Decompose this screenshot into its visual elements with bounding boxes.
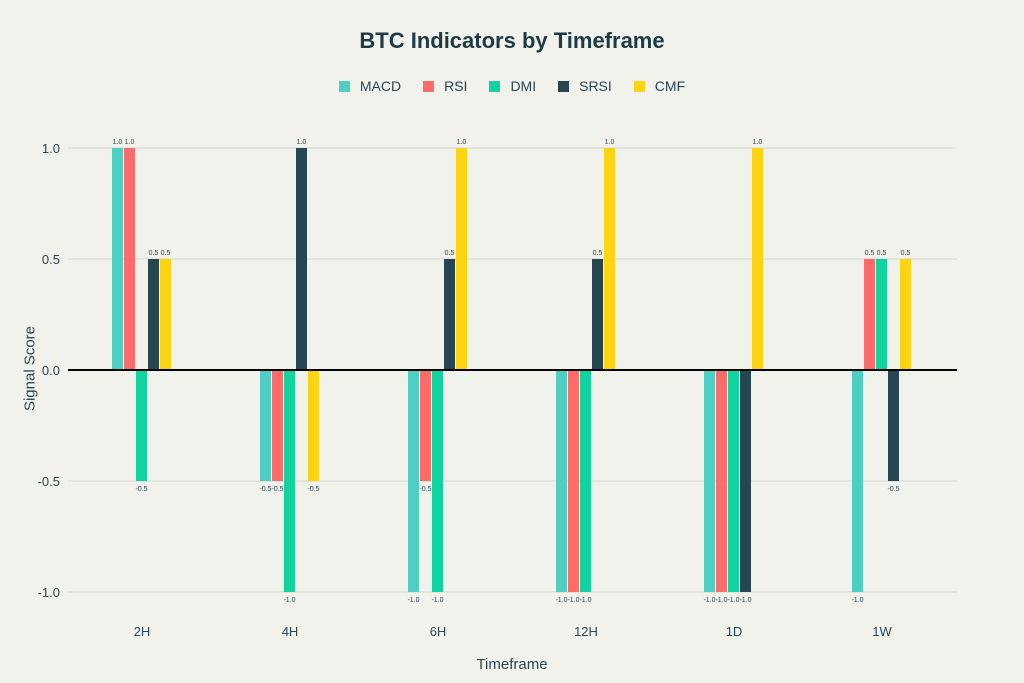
bar-srsi-2h[interactable] <box>148 259 159 370</box>
legend-label: CMF <box>654 78 686 94</box>
data-label: 1.0 <box>753 139 763 146</box>
data-label: -1.0 <box>283 597 295 604</box>
bar-srsi-1d[interactable] <box>740 370 751 592</box>
chart-title: BTC Indicators by Timeframe <box>359 28 665 53</box>
data-label: 0.5 <box>149 250 159 257</box>
data-label: -1.0 <box>703 597 715 604</box>
bar-macd-4h[interactable] <box>260 370 271 481</box>
bar-srsi-4h[interactable] <box>296 148 307 370</box>
bar-dmi-1d[interactable] <box>728 370 739 592</box>
y-tick-label: 1.0 <box>42 141 60 156</box>
x-tick-label: 4H <box>282 624 299 639</box>
bar-macd-1d[interactable] <box>704 370 715 592</box>
x-tick-label: 6H <box>430 624 447 639</box>
legend-swatch-srsi <box>558 80 570 92</box>
legend-swatch-cmf <box>633 80 645 92</box>
data-label: -1.0 <box>407 597 419 604</box>
bar-srsi-1w[interactable] <box>888 370 899 481</box>
data-label: -0.5 <box>259 486 271 493</box>
bar-cmf-12h[interactable] <box>604 148 615 370</box>
legend-swatch-dmi <box>489 80 501 92</box>
x-tick-label: 1D <box>726 624 743 639</box>
bar-cmf-1w[interactable] <box>900 259 911 370</box>
bar-dmi-6h[interactable] <box>432 370 443 592</box>
bar-srsi-12h[interactable] <box>592 259 603 370</box>
bar-rsi-1d[interactable] <box>716 370 727 592</box>
legend-item-rsi[interactable]: RSI <box>423 78 467 94</box>
bar-cmf-6h[interactable] <box>456 148 467 370</box>
bar-macd-6h[interactable] <box>408 370 419 592</box>
legend-label: RSI <box>444 78 468 94</box>
y-tick-label: 0.5 <box>42 252 60 267</box>
data-label: -1.0 <box>567 597 579 604</box>
data-label: 0.5 <box>445 250 455 257</box>
bar-dmi-4h[interactable] <box>284 370 295 592</box>
data-label: 0.5 <box>877 250 887 257</box>
bar-macd-12h[interactable] <box>556 370 567 592</box>
legend-item-srsi[interactable]: SRSI <box>558 78 612 94</box>
bar-cmf-4h[interactable] <box>308 370 319 481</box>
legend-item-cmf[interactable]: CMF <box>633 78 686 94</box>
bar-macd-1w[interactable] <box>852 370 863 592</box>
legend-label: DMI <box>510 78 537 94</box>
bar-dmi-12h[interactable] <box>580 370 591 592</box>
legend-label: SRSI <box>579 78 612 94</box>
y-axis-label: Signal Score <box>21 325 39 412</box>
y-tick-label: -1.0 <box>38 585 60 600</box>
data-label: -1.0 <box>431 597 443 604</box>
x-tick-label: 1W <box>872 624 892 639</box>
legend-swatch-rsi <box>423 80 435 92</box>
data-label: 1.0 <box>125 139 135 146</box>
y-tick-label: -0.5 <box>38 474 60 489</box>
data-label: 0.5 <box>901 250 911 257</box>
x-tick-label: 12H <box>574 624 598 639</box>
data-label: 1.0 <box>605 139 615 146</box>
x-axis-label: Timeframe <box>476 656 548 673</box>
legend: MACD RSI DMI SRSI CMF <box>0 78 1024 94</box>
data-label: -1.0 <box>727 597 739 604</box>
data-label: 0.5 <box>593 250 603 257</box>
data-label: -0.5 <box>271 486 283 493</box>
data-label: -1.0 <box>715 597 727 604</box>
bar-dmi-1w[interactable] <box>876 259 887 370</box>
legend-label: MACD <box>359 78 402 94</box>
data-label: 0.5 <box>865 250 875 257</box>
data-label: -1.0 <box>739 597 751 604</box>
data-label: 1.0 <box>113 139 123 146</box>
bar-rsi-12h[interactable] <box>568 370 579 592</box>
bar-macd-2h[interactable] <box>112 148 123 370</box>
legend-item-dmi[interactable]: DMI <box>489 78 536 94</box>
data-label: -0.5 <box>135 486 147 493</box>
data-label: -1.0 <box>555 597 567 604</box>
data-label: -1.0 <box>851 597 863 604</box>
data-label: 1.0 <box>297 139 307 146</box>
bar-rsi-6h[interactable] <box>420 370 431 481</box>
bar-rsi-2h[interactable] <box>124 148 135 370</box>
bar-cmf-2h[interactable] <box>160 259 171 370</box>
data-label: -0.5 <box>419 486 431 493</box>
y-tick-label: 0.0 <box>42 363 60 378</box>
data-label: -1.0 <box>579 597 591 604</box>
data-label: -0.5 <box>307 486 319 493</box>
x-tick-label: 2H <box>134 624 151 639</box>
bar-srsi-6h[interactable] <box>444 259 455 370</box>
bar-cmf-1d[interactable] <box>752 148 763 370</box>
bar-rsi-4h[interactable] <box>272 370 283 481</box>
data-label: 0.5 <box>161 250 171 257</box>
data-label: 1.0 <box>457 139 467 146</box>
legend-swatch-macd <box>338 80 350 92</box>
bar-dmi-2h[interactable] <box>136 370 147 481</box>
data-label: -0.5 <box>887 486 899 493</box>
legend-item-macd[interactable]: MACD <box>338 78 402 94</box>
bar-rsi-1w[interactable] <box>864 259 875 370</box>
